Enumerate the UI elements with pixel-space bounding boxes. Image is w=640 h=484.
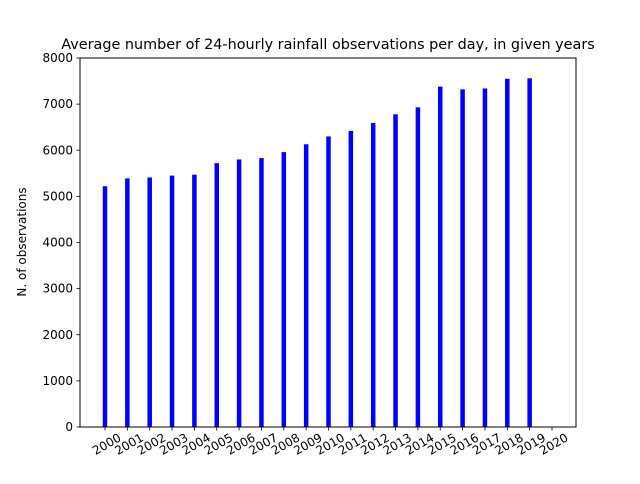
bar-2014 [415,107,421,427]
bar-2001 [125,178,130,427]
bar-2003 [169,175,175,427]
bar-2000 [102,186,108,427]
bar-2005 [214,163,219,428]
y-tick-label-5000: 5000 [42,189,73,203]
bar-2013 [393,114,398,428]
bar-2019 [527,78,532,428]
y-tick-label-3000: 3000 [42,282,73,296]
bar-2006 [236,159,242,427]
y-tick-label-1000: 1000 [42,374,73,388]
y-tick-label-2000: 2000 [42,328,73,342]
y-tick-label-4000: 4000 [42,236,73,250]
chart-title: Average number of 24-hourly rainfall obs… [61,37,595,53]
y-tick-label-7000: 7000 [42,97,73,111]
bar-2011 [348,130,354,427]
bar-2016 [460,89,465,428]
bar-2010 [326,136,331,427]
bar-2017 [482,88,488,427]
bar-2009 [303,144,309,427]
bar-2007 [259,158,264,427]
bar-2004 [192,174,197,427]
y-tick-label-8000: 8000 [42,51,73,65]
y-tick-label-0: 0 [65,420,73,434]
bar-2012 [370,123,376,427]
bar-2008 [281,152,287,427]
plot-area: 0100020003000400050006000700080002000200… [42,51,577,458]
y-axis-label: N. of observations [15,187,29,296]
bar-2018 [505,78,510,427]
bar-2015 [438,86,443,427]
y-tick-label-6000: 6000 [42,143,73,157]
bar-2002 [147,177,152,427]
